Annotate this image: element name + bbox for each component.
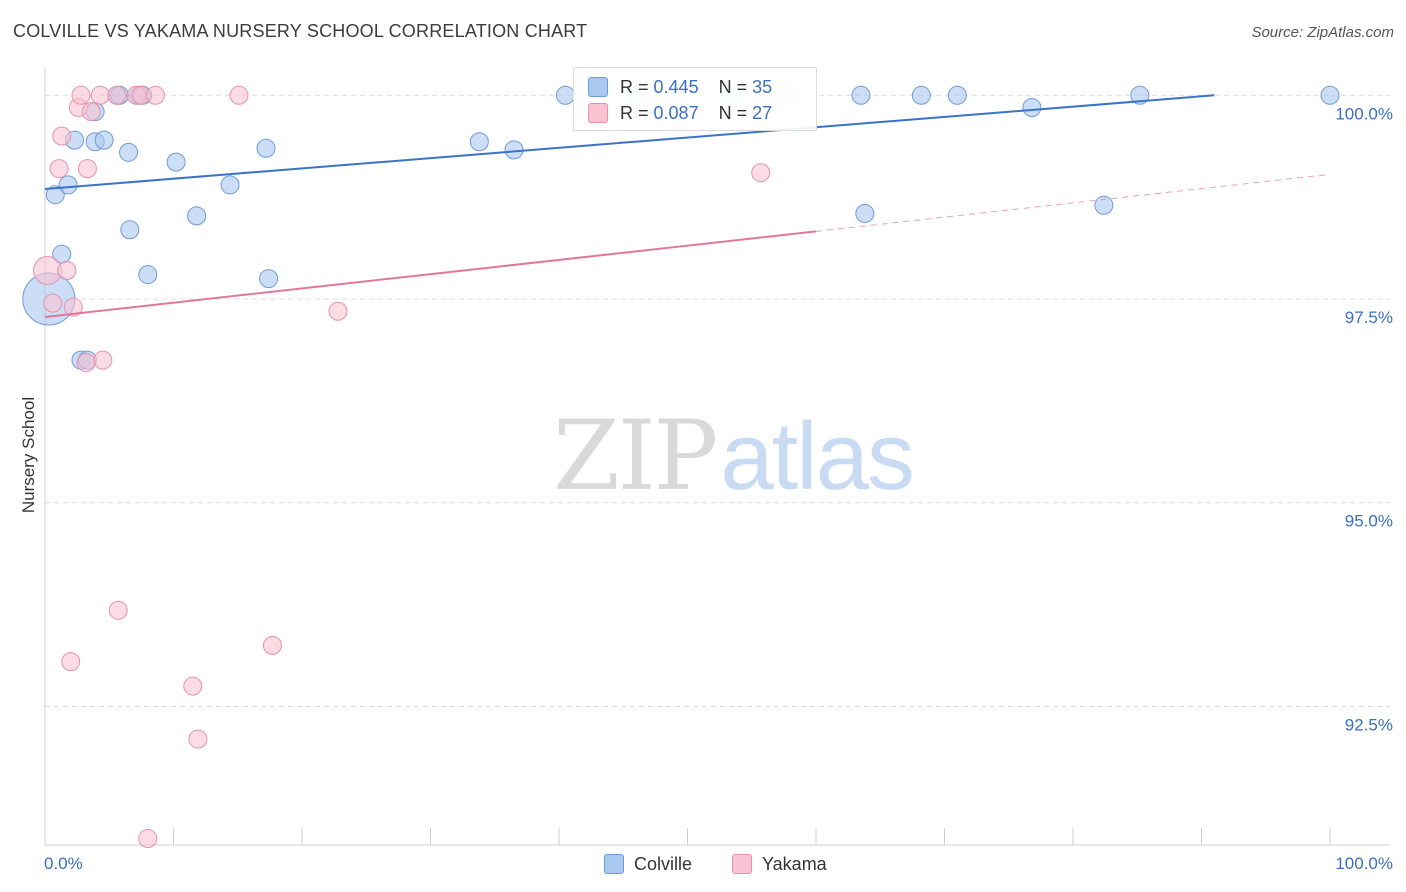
point-colville [259, 269, 279, 289]
x-tick-label: 100.0% [1335, 854, 1393, 873]
point-colville [45, 185, 65, 205]
y-tick-label: 97.5% [1345, 308, 1393, 327]
stats-r-label: R = [620, 76, 649, 97]
point-yakama [71, 85, 91, 105]
point-yakama [107, 85, 127, 105]
legend-label-yakama: Yakama [762, 853, 827, 874]
point-yakama [61, 652, 81, 672]
point-yakama [328, 301, 348, 321]
point-yakama [57, 261, 77, 280]
stats-box: R = 0.445 N = 35 R = 0.087 N = 27 [573, 67, 817, 131]
point-yakama [90, 85, 110, 105]
trend-line-colville [44, 94, 1215, 191]
point-colville [851, 85, 871, 105]
point-colville [1022, 98, 1042, 118]
point-yakama [751, 163, 771, 183]
point-colville [911, 85, 931, 105]
stats-n-label: N = [718, 76, 748, 97]
y-axis-label: Nursery School [19, 396, 38, 514]
point-yakama [108, 600, 128, 620]
y-tick-label: 92.5% [1345, 715, 1393, 734]
legend-label-colville: Colville [634, 853, 693, 874]
point-yakama [138, 828, 158, 848]
stats-r-label: R = [620, 102, 649, 123]
point-colville [469, 132, 489, 152]
point-yakama [188, 729, 208, 749]
point-yakama [63, 297, 83, 317]
point-yakama [146, 85, 166, 105]
watermark: ZIPatlas [553, 400, 915, 512]
point-yakama [77, 159, 97, 179]
stats-n-value-colville: 35 [752, 76, 773, 97]
point-colville [120, 220, 140, 240]
point-yakama [81, 102, 101, 122]
legend-item-yakama[interactable]: Yakama [732, 852, 827, 876]
point-colville [1130, 85, 1150, 105]
x-tick-label: 0.0% [44, 854, 83, 873]
point-yakama [43, 293, 63, 313]
legend-swatch-yakama [732, 854, 752, 874]
stats-swatch-yakama [588, 103, 608, 123]
point-colville [166, 152, 186, 172]
watermark-atlas: atlas [720, 403, 915, 510]
point-colville [1320, 85, 1340, 105]
point-colville [1094, 195, 1114, 215]
watermark-zip: ZIP [553, 400, 718, 512]
point-colville [220, 175, 240, 195]
chart-title: COLVILLE VS YAKAMA NURSERY SCHOOL CORREL… [13, 21, 588, 41]
y-tick-label: 95.0% [1345, 512, 1393, 531]
point-colville [947, 85, 967, 105]
stats-r-value-colville: 0.445 [653, 76, 699, 97]
point-colville [504, 140, 524, 160]
legend-swatch-colville [604, 854, 624, 874]
point-yakama [52, 126, 72, 146]
point-colville [94, 130, 114, 150]
point-colville [138, 265, 158, 285]
point-yakama [183, 676, 203, 696]
point-yakama [49, 159, 69, 179]
stats-row-yakama: R = 0.087 N = 27 [588, 101, 772, 125]
point-colville [555, 85, 575, 105]
stats-n-value-yakama: 27 [752, 102, 773, 123]
point-yakama [93, 350, 113, 370]
trend-line-dashed-yakama [815, 173, 1331, 232]
source-label: Source: ZipAtlas.com [1251, 24, 1394, 41]
point-colville [187, 206, 207, 226]
y-tick-label: 100.0% [1335, 104, 1393, 123]
legend-item-colville[interactable]: Colville [604, 852, 692, 876]
point-colville [119, 142, 139, 162]
stats-swatch-colville [588, 77, 608, 97]
point-colville [855, 203, 875, 223]
stats-r-value-yakama: 0.087 [653, 102, 699, 123]
stats-n-label: N = [718, 102, 748, 123]
stats-row-colville: R = 0.445 N = 35 [588, 75, 772, 99]
point-yakama [76, 353, 96, 373]
point-yakama [229, 85, 249, 105]
trend-line-yakama [44, 230, 817, 318]
point-yakama [262, 635, 282, 655]
point-colville [256, 138, 276, 158]
point-colville [58, 175, 78, 195]
